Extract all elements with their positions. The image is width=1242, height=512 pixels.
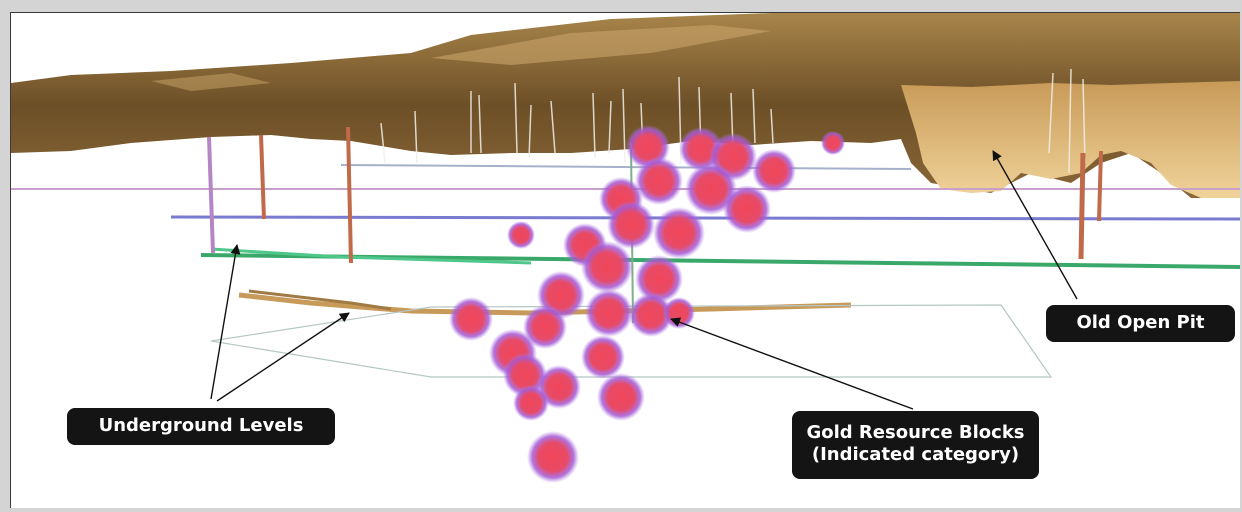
resource-block [523, 305, 567, 349]
resource-block [585, 289, 633, 337]
resource-block [821, 131, 845, 155]
gold-resource-blocks [449, 125, 845, 483]
diagram-frame: Underground Levels Gold Resource Blocks … [10, 12, 1240, 508]
open-pit-surface [901, 81, 1240, 198]
mine-3d-view [11, 13, 1240, 483]
gold-resource-text-line1: Gold Resource Blocks [806, 422, 1025, 443]
resource-block [581, 335, 625, 379]
resource-block [597, 373, 645, 421]
old-open-pit-label: Old Open Pit [1046, 305, 1235, 342]
resource-block [581, 241, 633, 293]
drill-traces [380, 68, 1086, 174]
resource-block [507, 221, 535, 249]
old-open-pit-text: Old Open Pit [1076, 312, 1205, 333]
resource-block [635, 157, 683, 205]
underground-levels-label: Underground Levels [67, 408, 335, 445]
resource-block [752, 149, 796, 193]
resource-block [607, 201, 655, 249]
resource-block [513, 385, 549, 421]
underground-levels-text: Underground Levels [98, 415, 304, 436]
resource-block [527, 431, 579, 483]
resource-block [449, 297, 493, 341]
terrain-highlight [151, 73, 271, 91]
resource-block [635, 255, 683, 303]
terrain-highlight [431, 25, 771, 65]
resource-block [653, 207, 705, 259]
resource-block [663, 297, 695, 329]
gold-resource-text-line2: (Indicated category) [811, 444, 1020, 465]
resource-block [629, 293, 673, 337]
resource-block [723, 185, 771, 233]
gold-resource-label: Gold Resource Blocks (Indicated category… [792, 411, 1039, 479]
resource-block [685, 163, 737, 215]
